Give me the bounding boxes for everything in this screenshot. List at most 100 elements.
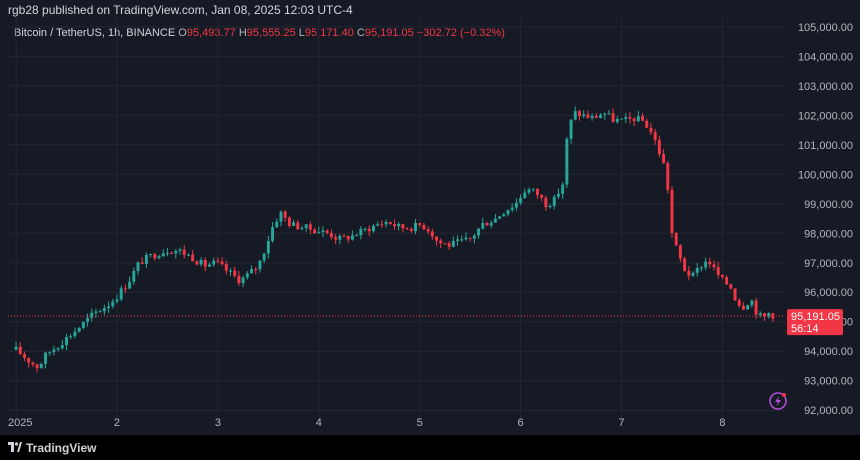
time-tick-label: 8 [719,417,725,429]
candle-body [758,313,762,315]
candle-body [65,337,68,346]
candle-body [384,222,388,225]
candle-body [624,117,628,119]
candle-body [350,235,354,240]
candle-body [586,114,590,118]
candle-body [569,119,573,139]
candle-body [754,300,758,315]
candle-body [561,184,565,194]
candle-body [195,261,199,265]
tradingview-brand: TradingView [26,441,97,455]
candle-body [767,313,771,317]
candle-body [359,228,363,236]
candle-body [321,230,325,233]
candle-body [144,254,148,264]
candle-body [241,277,245,284]
candle-body [60,345,64,349]
candle-body [346,236,350,240]
symbol-name[interactable]: Bitcoin / TetherUS, 1h, BINANCE [14,27,176,39]
candle-body [292,222,296,226]
price-tick-label: 104,000.00 [798,51,853,63]
tradingview-logo[interactable]: TradingView [8,441,96,455]
candle-body [132,270,136,282]
candle-body [123,288,127,290]
time-tick-label: 2025 [8,417,32,429]
candle-body [599,114,602,119]
candle-body [477,228,481,236]
candle-body [594,116,598,119]
time-tick-label: 7 [618,417,624,429]
candle-body [136,262,140,271]
candle-body [371,225,375,232]
price-tick-label: 102,000.00 [798,110,853,122]
candle-body [716,267,720,275]
candle-body [683,258,687,271]
candle-body [14,346,18,350]
time-tick-label: 6 [518,417,524,429]
candle-body [119,288,123,300]
candle-body [376,224,380,226]
candle-body [771,313,775,319]
candle-body [140,262,144,264]
candle-body [746,305,750,310]
candle-body [527,189,531,193]
candle-body [300,228,304,230]
candle-body [18,346,22,355]
candle-body [502,214,506,217]
candle-body [69,336,73,338]
candle-body [208,264,211,267]
candle-body [708,261,712,265]
price-tick-label: 99,000.00 [804,199,853,211]
price-tick-label: 100,000.00 [798,169,853,181]
candle-body [355,235,359,237]
candle-body [418,222,422,226]
candle-body [704,261,708,268]
candle-body [203,260,207,267]
candle-body [687,270,691,276]
candle-body [287,217,291,226]
candle-body [338,235,342,240]
close-label: C [356,27,365,39]
candle-body [102,308,106,312]
symbol-legend: Bitcoin / TetherUS, 1h, BINANCE O95,493.… [14,27,505,39]
candle-body [186,254,190,256]
candle-body [514,202,518,208]
candle-body [111,301,115,307]
candle-body [531,188,535,190]
low-label: L [298,27,305,39]
candle-body [212,260,216,265]
candle-body [313,229,317,234]
time-tick-label: 5 [417,417,423,429]
candle-body [460,239,464,241]
candle-body [544,197,548,208]
candle-body [632,118,636,122]
price-tick-label: 101,000.00 [798,140,853,152]
candle-body [733,288,737,301]
candle-body [447,243,451,247]
candle-body [493,218,497,223]
alert-bolt-icon[interactable] [769,392,787,410]
candle-body [165,253,169,255]
price-tick-label: 92,000.00 [804,405,853,417]
candlestick-chart[interactable]: 92,000.0093,000.0094,000.0095,000.0096,0… [0,0,860,435]
high-label: H [238,27,247,39]
candle-body [481,222,485,229]
candle-body [98,311,102,313]
price-axis[interactable]: 92,000.0093,000.0094,000.0095,000.0096,0… [798,22,853,417]
time-tick-label: 2 [114,417,120,429]
candle-body [262,253,266,261]
candle-body [182,249,186,255]
candle-body [678,245,682,259]
candle-body [317,232,321,234]
high-value: 95,555.25 [246,27,296,39]
candle-body [388,222,392,225]
published-caption: rgb28 published on TradingView.com, Jan … [8,3,353,17]
candle-body [90,312,94,318]
candle-body [170,253,174,255]
candle-body [725,277,729,285]
candle-body [426,229,430,232]
candle-body [199,260,203,265]
candle-body [258,260,262,270]
time-axis[interactable]: 2025 2 3 4 5 6 7 8 [8,417,725,429]
candle-body [712,264,716,268]
